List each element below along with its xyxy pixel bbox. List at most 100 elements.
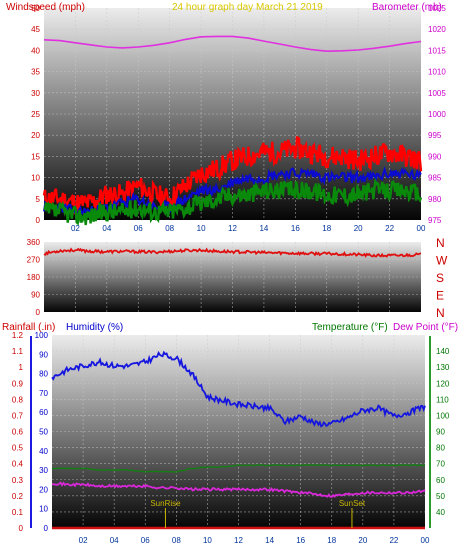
- temperature-tick-label: 110: [436, 395, 449, 404]
- rainfall-tick-label: 0.1: [12, 508, 24, 517]
- humidity-series-line: [51, 350, 426, 428]
- top-series: [42, 35, 423, 226]
- rainfall-tick-label: 0.7: [12, 411, 24, 420]
- x-tick-label: 08: [172, 536, 181, 545]
- windspeed-tick-label: 15: [31, 152, 40, 161]
- direction-degree-ticks: 0 90 180 270 360: [27, 238, 41, 317]
- windspeed-tick-label: 35: [31, 68, 40, 77]
- sun-annotations: SunRise SunSet: [150, 499, 366, 528]
- direction-grid: [44, 242, 421, 312]
- windspeed-tick-label: 10: [31, 174, 40, 183]
- barometer-tick-label: 1005: [428, 89, 446, 98]
- wind-direction-series-line: [43, 247, 422, 258]
- humidity-tick-label: 20: [39, 485, 48, 494]
- x-tick-label: 10: [197, 224, 206, 233]
- bottom-panel: 0 0.1 0.2 0.3 0.4 0.5 0.6 0.7 0.8 0.9 1 1.1 1.2 0 10 2…: [2, 322, 458, 545]
- temperature-tick-label: 70: [436, 460, 445, 469]
- windspeed-series-line: [43, 166, 422, 218]
- x-tick-label: 12: [228, 224, 237, 233]
- barometer-tick-label: 1010: [428, 68, 446, 77]
- gust-series-line: [42, 136, 423, 215]
- direction-compass-tick-label: E: [436, 289, 444, 303]
- windspeed-tick-label: 50: [31, 4, 40, 13]
- x-tick-label: 20: [354, 224, 363, 233]
- rainfall-tick-label: 0.5: [12, 444, 24, 453]
- barometer-tick-label: 1020: [428, 25, 446, 34]
- direction-degree-tick-label: 360: [27, 238, 41, 247]
- rainfall-tick-label: 0.3: [12, 476, 24, 485]
- windspeed-tick-label: 45: [31, 25, 40, 34]
- x-tick-label: 00: [417, 224, 426, 233]
- direction-compass-tick-label: N: [436, 306, 445, 320]
- humidity-tick-label: 30: [39, 466, 48, 475]
- humidity-tick-label: 10: [39, 505, 48, 514]
- temperature-tick-label: 120: [436, 379, 450, 388]
- barometer-tick-label: 975: [428, 216, 442, 225]
- rainfall-tick-label: 1: [19, 363, 24, 372]
- x-tick-label: 04: [110, 536, 119, 545]
- x-tick-label: 16: [291, 224, 300, 233]
- bottom-x-ticks: 02 04 06 08 10 12 14 16 18 20 22 00: [79, 536, 430, 545]
- x-tick-label: 18: [327, 536, 336, 545]
- temperature-tick-label: 80: [436, 444, 445, 453]
- rainfall-axis-label: Rainfall (.in): [2, 322, 55, 333]
- rainfall-tick-label: 0.2: [12, 492, 24, 501]
- temperature-tick-label: 60: [436, 476, 445, 485]
- humidity-tick-label: 70: [39, 389, 48, 398]
- x-tick-label: 02: [71, 224, 80, 233]
- sun-annotation-label: SunSet: [339, 499, 366, 508]
- humidity-axis-label: Humidity (%): [66, 322, 123, 333]
- graph-title: 24 hour graph day March 21 2019: [172, 2, 323, 13]
- x-tick-label: 16: [296, 536, 305, 545]
- x-tick-label: 22: [385, 224, 394, 233]
- humidity-tick-label: 60: [39, 408, 48, 417]
- rainfall-tick-label: 1.2: [12, 331, 24, 340]
- barometer-tick-label: 980: [428, 195, 442, 204]
- barometer-tick-label: 995: [428, 131, 442, 140]
- x-tick-label: 10: [203, 536, 212, 545]
- barometer-tick-label: 1025: [428, 4, 446, 13]
- direction-degree-tick-label: 180: [27, 273, 41, 282]
- x-tick-label: 14: [265, 536, 274, 545]
- x-tick-label: 18: [322, 224, 331, 233]
- barometer-tick-label: 1000: [428, 110, 446, 119]
- direction-degree-tick-label: 270: [27, 256, 41, 265]
- humidity-tick-label: 40: [39, 447, 48, 456]
- x-tick-label: 12: [234, 536, 243, 545]
- direction-compass-tick-label: S: [436, 271, 444, 285]
- direction-compass-tick-label: W: [436, 254, 448, 268]
- barometer-tick-label: 990: [428, 152, 442, 161]
- bottom-series: [51, 350, 426, 530]
- barometer-axis-label: Barometer (mb): [372, 2, 442, 13]
- x-tick-label: 06: [141, 536, 150, 545]
- rainfall-tick-label: 1.1: [12, 347, 24, 356]
- rainfall-tick-label: 0.8: [12, 395, 24, 404]
- temperature-tick-label: 130: [436, 363, 450, 372]
- windspeed-tick-label: 0: [36, 216, 41, 225]
- direction-degree-tick-label: 0: [36, 308, 41, 317]
- x-tick-label: 20: [358, 536, 367, 545]
- dew-point-axis-label: Dew Point (°F): [393, 322, 458, 333]
- x-tick-label: 22: [389, 536, 398, 545]
- humidity-tick-label: 100: [35, 331, 49, 340]
- windspeed-ticks: 0 5 10 15 20 25 30 35 40 45 50: [31, 4, 40, 225]
- barometer-tick-label: 985: [428, 174, 442, 183]
- barometer-tick-label: 1015: [428, 46, 446, 55]
- humidity-ticks: 0 10 20 30 40 50 60 70 80 90 100: [35, 331, 49, 533]
- sun-annotation-label: SunRise: [150, 499, 181, 508]
- temperature-tick-label: 50: [436, 492, 445, 501]
- x-tick-label: 00: [421, 536, 430, 545]
- rainfall-ticks: 0 0.1 0.2 0.3 0.4 0.5 0.6 0.7 0.8 0.9 1 1.1 1.2: [12, 331, 24, 533]
- direction-compass-tick-label: N: [436, 236, 445, 250]
- humidity-tick-label: 50: [39, 428, 48, 437]
- direction-degree-tick-label: 90: [31, 291, 40, 300]
- humidity-tick-label: 0: [44, 524, 49, 533]
- x-tick-label: 14: [259, 224, 268, 233]
- temperature-axis-label: Temperature (°F): [312, 322, 388, 333]
- dew-point-series-line: [51, 481, 426, 498]
- rainfall-tick-label: 0.6: [12, 428, 24, 437]
- x-tick-label: 04: [102, 224, 111, 233]
